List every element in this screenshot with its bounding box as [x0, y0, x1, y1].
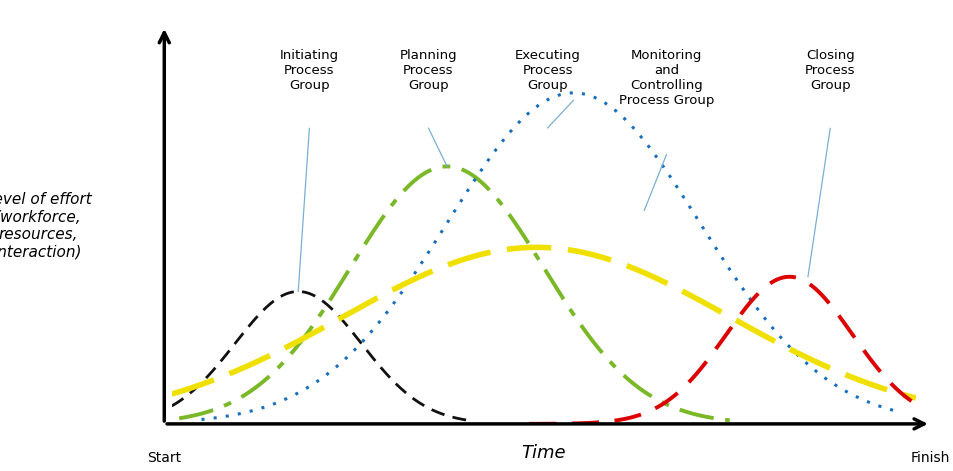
Text: Initiating
Process
Group: Initiating Process Group	[279, 49, 338, 92]
Text: Monitoring
and
Controlling
Process Group: Monitoring and Controlling Process Group	[618, 49, 714, 107]
Text: Executing
Process
Group: Executing Process Group	[514, 49, 579, 92]
Text: Time: Time	[521, 444, 565, 462]
Text: Planning
Process
Group: Planning Process Group	[399, 49, 456, 92]
Text: Closing
Process
Group: Closing Process Group	[804, 49, 855, 92]
Text: Start: Start	[147, 451, 181, 465]
Text: Finish: Finish	[910, 451, 949, 465]
Text: Level of effort
(workforce,
resources,
interaction): Level of effort (workforce, resources, i…	[0, 193, 91, 260]
